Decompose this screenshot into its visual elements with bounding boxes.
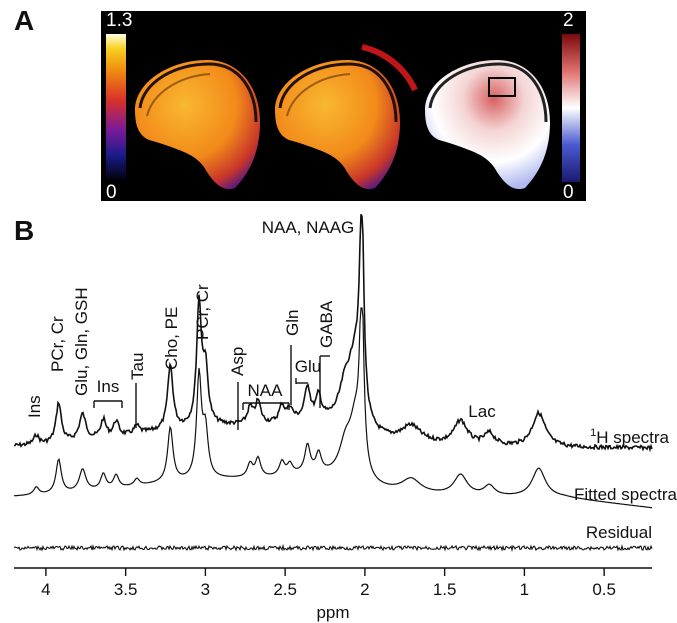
- peak-label: PCr, Cr: [193, 284, 212, 340]
- colorbar-left-max: 1.3: [106, 10, 132, 31]
- brain-map-ratio: [425, 60, 550, 190]
- peak-label: PCr, Cr: [48, 316, 67, 372]
- peak-label: Asp: [228, 347, 247, 376]
- x-tick-label: 3: [201, 580, 210, 599]
- x-tick-label: 3.5: [114, 580, 138, 599]
- peak-label: GABA: [317, 300, 336, 348]
- peak-label: Glu, Gln, GSH: [72, 287, 91, 396]
- x-axis-label: ppm: [316, 603, 349, 622]
- series-1h-spectra-label: 1H spectra: [590, 427, 669, 447]
- x-tick-label: 0.5: [592, 580, 616, 599]
- voxel-box: [488, 77, 516, 97]
- x-tick-label: 2: [360, 580, 369, 599]
- peak-label: Ins: [25, 395, 44, 418]
- peak-label: Lac: [468, 402, 496, 421]
- peak-label: Tau: [128, 353, 147, 380]
- colorbar-left-min: 0: [106, 182, 117, 203]
- peak-label: Glu: [295, 357, 321, 376]
- colorbar-right: [562, 34, 580, 182]
- brain-map-1: [135, 60, 260, 190]
- peak-label: NAA, NAAG: [262, 218, 355, 237]
- series-1h-spectra-line: [13, 213, 653, 453]
- peak-label: Gln: [283, 310, 302, 336]
- x-tick-label: 1: [520, 580, 529, 599]
- series-residual-label: Residual: [586, 523, 652, 542]
- colorbar-right-min: 0: [563, 182, 574, 203]
- colorbar-right-max: 2: [563, 10, 574, 31]
- coil-arc: [361, 44, 418, 92]
- x-axis-ticks: 4 3.5 3 2.5 2 1.5 1 0.5: [41, 568, 616, 599]
- panel-b-label: B: [14, 215, 34, 246]
- peak-annotations: Ins PCr, Cr Glu, Gln, GSH Ins Tau Cho, PE PCr,…: [25, 218, 496, 430]
- series-fitted-spectra-line: [13, 307, 653, 509]
- series-residual-line: [13, 543, 653, 553]
- peak-label: NAA: [248, 381, 284, 400]
- colorbar-left: [106, 34, 126, 182]
- panel-a-label: A: [14, 5, 34, 36]
- series-fitted-spectra-label: Fitted spectra: [574, 485, 677, 504]
- x-tick-label: 2.5: [273, 580, 297, 599]
- peak-label: Ins: [97, 377, 120, 396]
- brain-map-2: [275, 60, 400, 190]
- x-tick-label: 4: [41, 580, 50, 599]
- x-tick-label: 1.5: [433, 580, 457, 599]
- peak-label: Cho, PE: [162, 307, 181, 370]
